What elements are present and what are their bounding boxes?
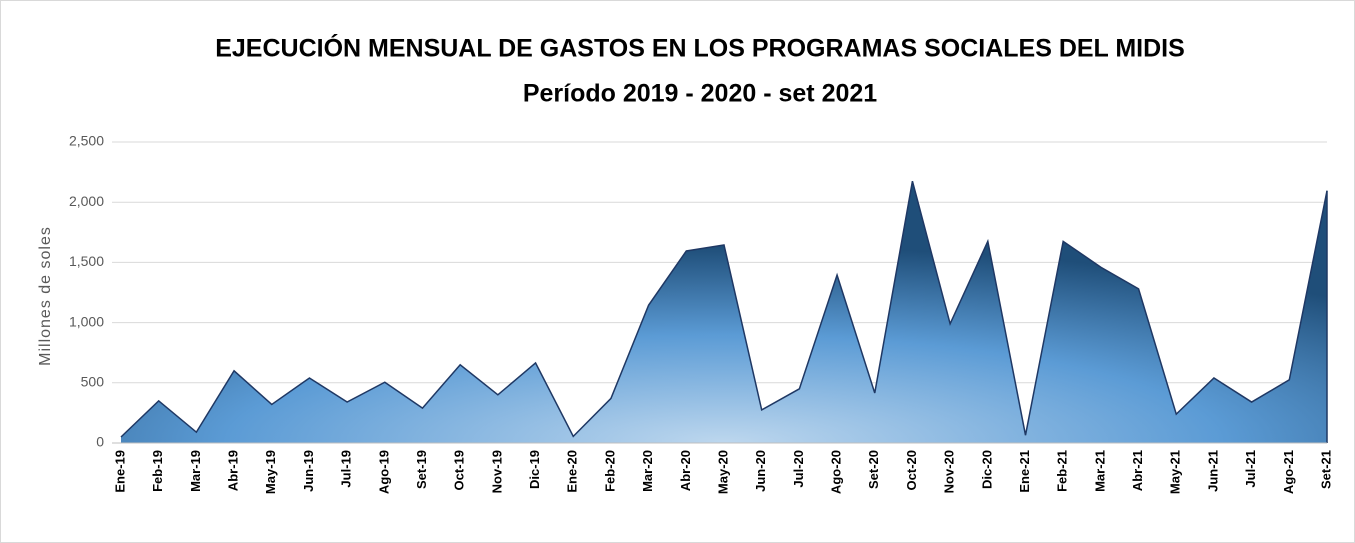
x-tick-label: Abr-20 xyxy=(678,450,693,491)
x-tick-label: Ago-20 xyxy=(829,450,844,494)
x-tick-label: Ago-21 xyxy=(1281,450,1296,494)
x-tick-label: Ene-21 xyxy=(1017,450,1032,493)
chart-title: EJECUCIÓN MENSUAL DE GASTOS EN LOS PROGR… xyxy=(215,33,1185,63)
x-tick-label: Jun-19 xyxy=(301,450,316,492)
x-tick-label: Jun-20 xyxy=(753,450,768,492)
x-tick-label: Feb-20 xyxy=(602,450,617,492)
x-tick-label: May-19 xyxy=(263,450,278,494)
x-tick-label: Oct-20 xyxy=(904,450,919,490)
x-tick-label: Nov-19 xyxy=(489,450,504,493)
y-tick-label: 2,500 xyxy=(69,133,104,149)
y-tick-label: 2,000 xyxy=(69,193,104,209)
x-tick-label: Nov-20 xyxy=(942,450,957,493)
x-tick-label: Ene-19 xyxy=(112,450,127,493)
x-tick-label: Feb-19 xyxy=(150,450,165,492)
y-tick-label: 1,000 xyxy=(69,313,104,329)
x-tick-label: May-20 xyxy=(715,450,730,494)
x-tick-label: Mar-19 xyxy=(188,450,203,492)
x-tick-label: Jul-19 xyxy=(339,450,354,488)
x-tick-label: Set-20 xyxy=(866,450,881,489)
x-tick-label: Dic-19 xyxy=(527,450,542,489)
x-tick-label: Abr-19 xyxy=(226,450,241,491)
area xyxy=(121,181,1327,443)
x-tick-label: Set-21 xyxy=(1318,450,1333,489)
y-axis-label: Millones de soles xyxy=(37,226,54,366)
x-tick-label: Jul-21 xyxy=(1243,450,1258,488)
chart-subtitle: Período 2019 - 2020 - set 2021 xyxy=(523,80,877,108)
x-tick-label: Ene-20 xyxy=(565,450,580,493)
y-tick-label: 1,500 xyxy=(69,253,104,269)
x-tick-label: Set-19 xyxy=(414,450,429,489)
x-tick-label: Dic-20 xyxy=(979,450,994,489)
x-tick-label: Jun-21 xyxy=(1205,450,1220,492)
x-tick-label: Ago-19 xyxy=(376,450,391,494)
x-tick-label: Mar-20 xyxy=(640,450,655,492)
x-tick-label: Oct-19 xyxy=(452,450,467,490)
x-tick-label: May-21 xyxy=(1168,450,1183,494)
x-tick-label: Abr-21 xyxy=(1130,450,1145,491)
y-tick-label: 0 xyxy=(96,434,104,450)
x-tick-label: Jul-20 xyxy=(791,450,806,488)
area-outline xyxy=(120,180,1328,438)
x-tick-label: Mar-21 xyxy=(1092,450,1107,492)
x-tick-label: Feb-21 xyxy=(1055,450,1070,492)
y-tick-label: 500 xyxy=(81,374,105,390)
